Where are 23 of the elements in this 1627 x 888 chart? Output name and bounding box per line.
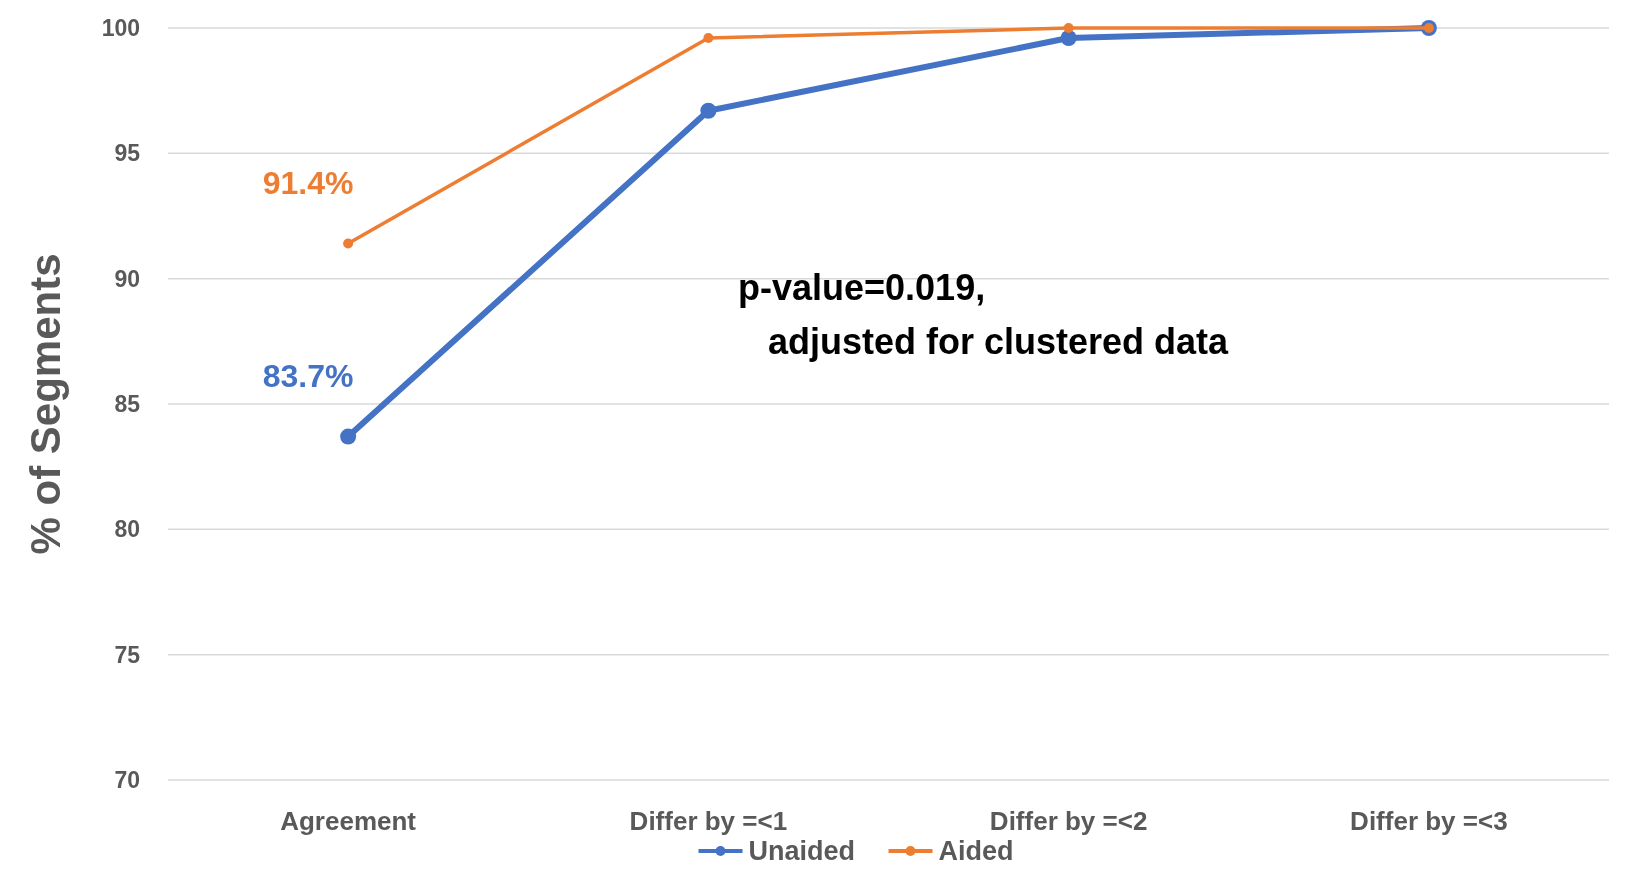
y-tick-label: 85 (114, 391, 141, 418)
data-label: 91.4% (262, 164, 354, 201)
x-tick-label: Agreement (280, 806, 417, 836)
point (700, 102, 717, 119)
x-tick-label: Differ by =<3 (1350, 806, 1508, 836)
data-label: 83.7% (262, 357, 354, 394)
y-tick-label: 95 (114, 140, 141, 167)
y-tick-label: 80 (114, 516, 140, 543)
point (1060, 30, 1077, 47)
y-tick-label: 70 (114, 767, 140, 794)
point (343, 238, 354, 249)
point (1063, 23, 1074, 33)
legend-label: Unaided (748, 836, 856, 866)
y-tick-label: 100 (101, 15, 140, 42)
y-tick-label: 75 (114, 641, 141, 668)
x-tick-label: Differ by =<1 (629, 806, 788, 836)
annotation: p-value=0.019, adjusted for clustered data (738, 267, 1230, 362)
legend-label: Aided (938, 836, 1014, 866)
point (703, 33, 714, 44)
y-axis-title: % of Segments (22, 253, 69, 555)
x-tick-label: Differ by =<2 (989, 806, 1148, 836)
y-tick-label: 90 (114, 265, 140, 292)
point (340, 428, 357, 445)
